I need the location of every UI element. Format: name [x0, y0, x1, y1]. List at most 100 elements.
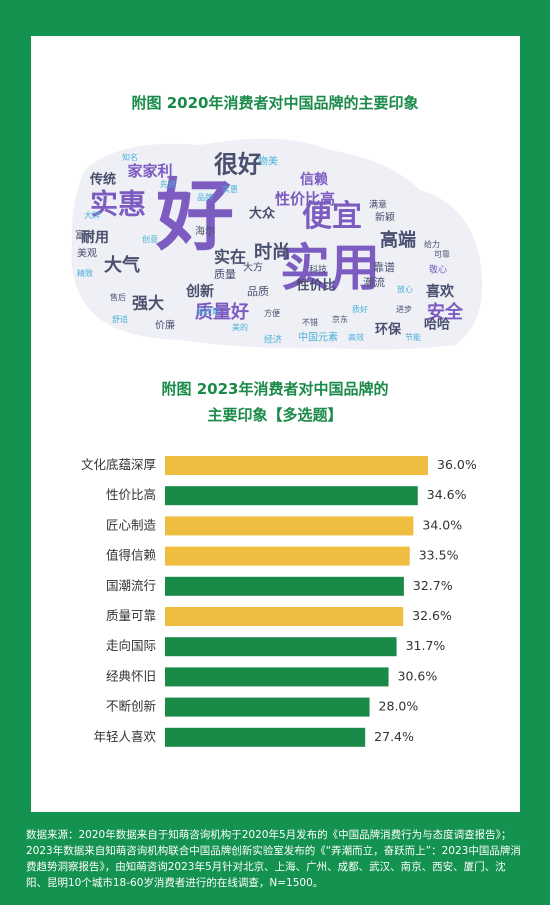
category-label: 值得信赖 [106, 548, 157, 563]
value-label: 28.0% [379, 699, 419, 714]
wordcloud-word: 大方 [243, 261, 263, 274]
wordcloud-word: 美观 [77, 247, 97, 260]
wordcloud-word: 价廉 [155, 319, 175, 332]
wordcloud-word: 高效 [348, 332, 364, 342]
bar [165, 546, 410, 566]
wordcloud-word: 质量好 [195, 301, 249, 323]
footnote: 数据来源：2020年数据来自于知萌咨询机构于2020年5月发布的《中国品牌消费行… [26, 829, 521, 889]
value-label: 34.0% [422, 517, 462, 532]
wordcloud-word: 品牌 [197, 192, 213, 202]
value-label: 30.6% [398, 668, 438, 683]
bar-chart-marks: 文化底蕴深厚 36.0% 性价比高 34.6% 匠心制造 34.0% 值得信赖 33.5% 国潮… [81, 456, 477, 747]
wordcloud-word: 性价比高 [275, 190, 335, 208]
wordcloud-word: 实在 [214, 248, 246, 267]
wordcloud-word: 大牌 [84, 210, 100, 220]
chart-title-line1: 附图 2023年消费者对中国品牌的 [161, 380, 389, 398]
wordcloud-word: 安全 [427, 301, 464, 323]
wordcloud-word: 质好 [352, 304, 368, 314]
wordcloud-word: 精致 [77, 268, 93, 278]
wordcloud-word: 京东 [332, 314, 348, 324]
wordcloud-word: 节能 [405, 332, 421, 342]
category-label: 经典怀旧 [106, 668, 156, 683]
wordcloud-word: 实用 [280, 238, 380, 297]
category-label: 年轻人喜欢 [93, 729, 156, 744]
wordcloud-word: 创新 [185, 283, 214, 300]
bar [165, 697, 370, 717]
category-label: 匠心制造 [106, 517, 157, 532]
wordcloud-word: 方便 [264, 308, 280, 318]
wordcloud-word: 环保 [375, 322, 402, 338]
category-label: 质量可靠 [106, 608, 156, 623]
wordcloud-word: 很好 [214, 150, 262, 179]
wordcloud-word: 喜欢 [426, 283, 455, 300]
wordcloud-word: 舒适 [112, 314, 128, 324]
wordcloud-word: 实惠 [90, 188, 146, 221]
wordcloud-word: 海尔 [195, 225, 215, 238]
category-label: 文化底蕴深厚 [81, 457, 156, 472]
bar-chart: 文化底蕴深厚 36.0% 性价比高 34.6% 匠心制造 34.0% 值得信赖 33.5% 国潮… [81, 456, 477, 747]
wordcloud-word: 时尚 [254, 241, 290, 263]
wordcloud-word: 传统 [89, 172, 116, 188]
wordcloud-word: 不错 [302, 317, 318, 327]
wordcloud-word: 进步 [396, 305, 412, 314]
chart-title: 附图 2023年消费者对中国品牌的 主要印象【多选题】 [0, 376, 550, 428]
wordcloud-word: 性价比 [296, 278, 335, 294]
wordcloud-word: 物美 [258, 155, 278, 168]
value-label: 27.4% [374, 729, 414, 744]
wordcloud-word: 美的 [232, 322, 248, 332]
bar [165, 637, 397, 657]
wordcloud-word: 好 [155, 171, 234, 262]
value-label: 34.6% [427, 487, 467, 502]
wordcloud-word: 品质好 [196, 306, 220, 316]
value-label: 36.0% [437, 457, 477, 472]
wordcloud-word: 实惠 [222, 184, 238, 194]
wordcloud-words: 好实用 便宜 实惠 很好质量好 安全 高端时尚大气强大 实在 性价比高 家家利信赖 传统耐用创新 大… [75, 150, 464, 346]
chart-title-line2: 主要印象【多选题】 [207, 406, 343, 424]
wordcloud-word: 创意 [142, 234, 158, 244]
wordcloud-word: 耐用 [81, 229, 109, 246]
wordcloud-word: 经济 [264, 334, 282, 346]
wordcloud-word: 富有 [75, 229, 95, 242]
wordcloud: 好实用 便宜 实惠 很好质量好 安全 高端时尚大气强大 实在 性价比高 家家利信赖 传统耐用创新 大… [71, 138, 483, 350]
bar [165, 667, 389, 687]
wordcloud-word: 潮流 [363, 275, 385, 289]
wordcloud-word: 可靠 [434, 249, 450, 259]
wordcloud-word: 强大 [132, 294, 164, 313]
wordcloud-shape [71, 138, 483, 350]
bar [165, 486, 418, 506]
category-label: 走向国际 [106, 638, 156, 653]
wordcloud-word: 放心 [397, 284, 413, 294]
wordcloud-word: 给力 [424, 239, 440, 249]
wordcloud-word: 质量 [214, 268, 236, 281]
wordcloud-word: 便宜 [302, 199, 362, 234]
value-label: 32.7% [413, 578, 453, 593]
bar [165, 516, 414, 536]
value-label: 33.5% [419, 548, 459, 563]
value-label: 31.7% [406, 638, 446, 653]
wordcloud-word: 高端 [380, 229, 416, 251]
wordcloud-word: 售后 [110, 292, 126, 302]
wordcloud-word: 大气 [104, 254, 140, 276]
wordcloud-word: 家家利 [127, 162, 172, 180]
wordcloud-word: 知名 [122, 152, 138, 162]
wordcloud-word: 大众 [249, 206, 275, 222]
wordcloud-word: 科技 [309, 264, 327, 276]
wordcloud-word: 靠谱 [373, 260, 395, 274]
bar [165, 576, 404, 596]
bar [165, 727, 366, 747]
wordcloud-title: 附图 2020年消费者对中国品牌的主要印象 [131, 94, 419, 112]
bar [165, 456, 428, 475]
category-label: 不断创新 [106, 699, 156, 714]
value-label: 32.6% [412, 608, 452, 623]
wordcloud-word: 先进 [160, 179, 176, 189]
wordcloud-word: 敬心 [429, 264, 447, 276]
category-label: 国潮流行 [106, 578, 156, 593]
bar [165, 607, 404, 626]
wordcloud-word: 满意 [369, 199, 387, 211]
wordcloud-word: 新颖 [375, 211, 395, 224]
wordcloud-word: 品质 [247, 285, 269, 298]
wordcloud-word: 中国元素 [298, 331, 338, 344]
wordcloud-word: 信赖 [300, 171, 328, 188]
wordcloud-word: 哈哈 [424, 317, 450, 333]
category-label: 性价比高 [106, 487, 156, 502]
